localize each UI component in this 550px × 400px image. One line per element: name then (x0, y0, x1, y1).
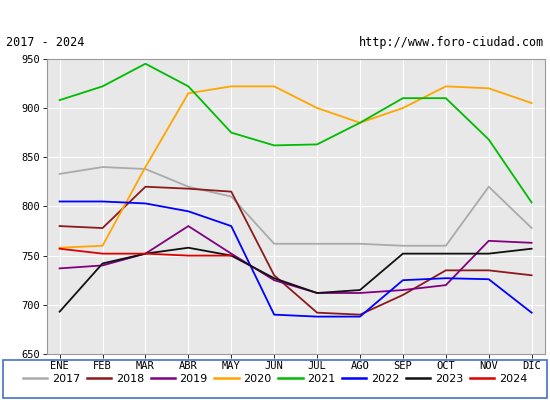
Text: http://www.foro-ciudad.com: http://www.foro-ciudad.com (359, 36, 544, 49)
Text: 2017 - 2024: 2017 - 2024 (6, 36, 84, 49)
Text: Evolucion del paro registrado en El Escorial: Evolucion del paro registrado en El Esco… (74, 8, 476, 22)
Legend: 2017, 2018, 2019, 2020, 2021, 2022, 2023, 2024: 2017, 2018, 2019, 2020, 2021, 2022, 2023… (19, 370, 531, 388)
